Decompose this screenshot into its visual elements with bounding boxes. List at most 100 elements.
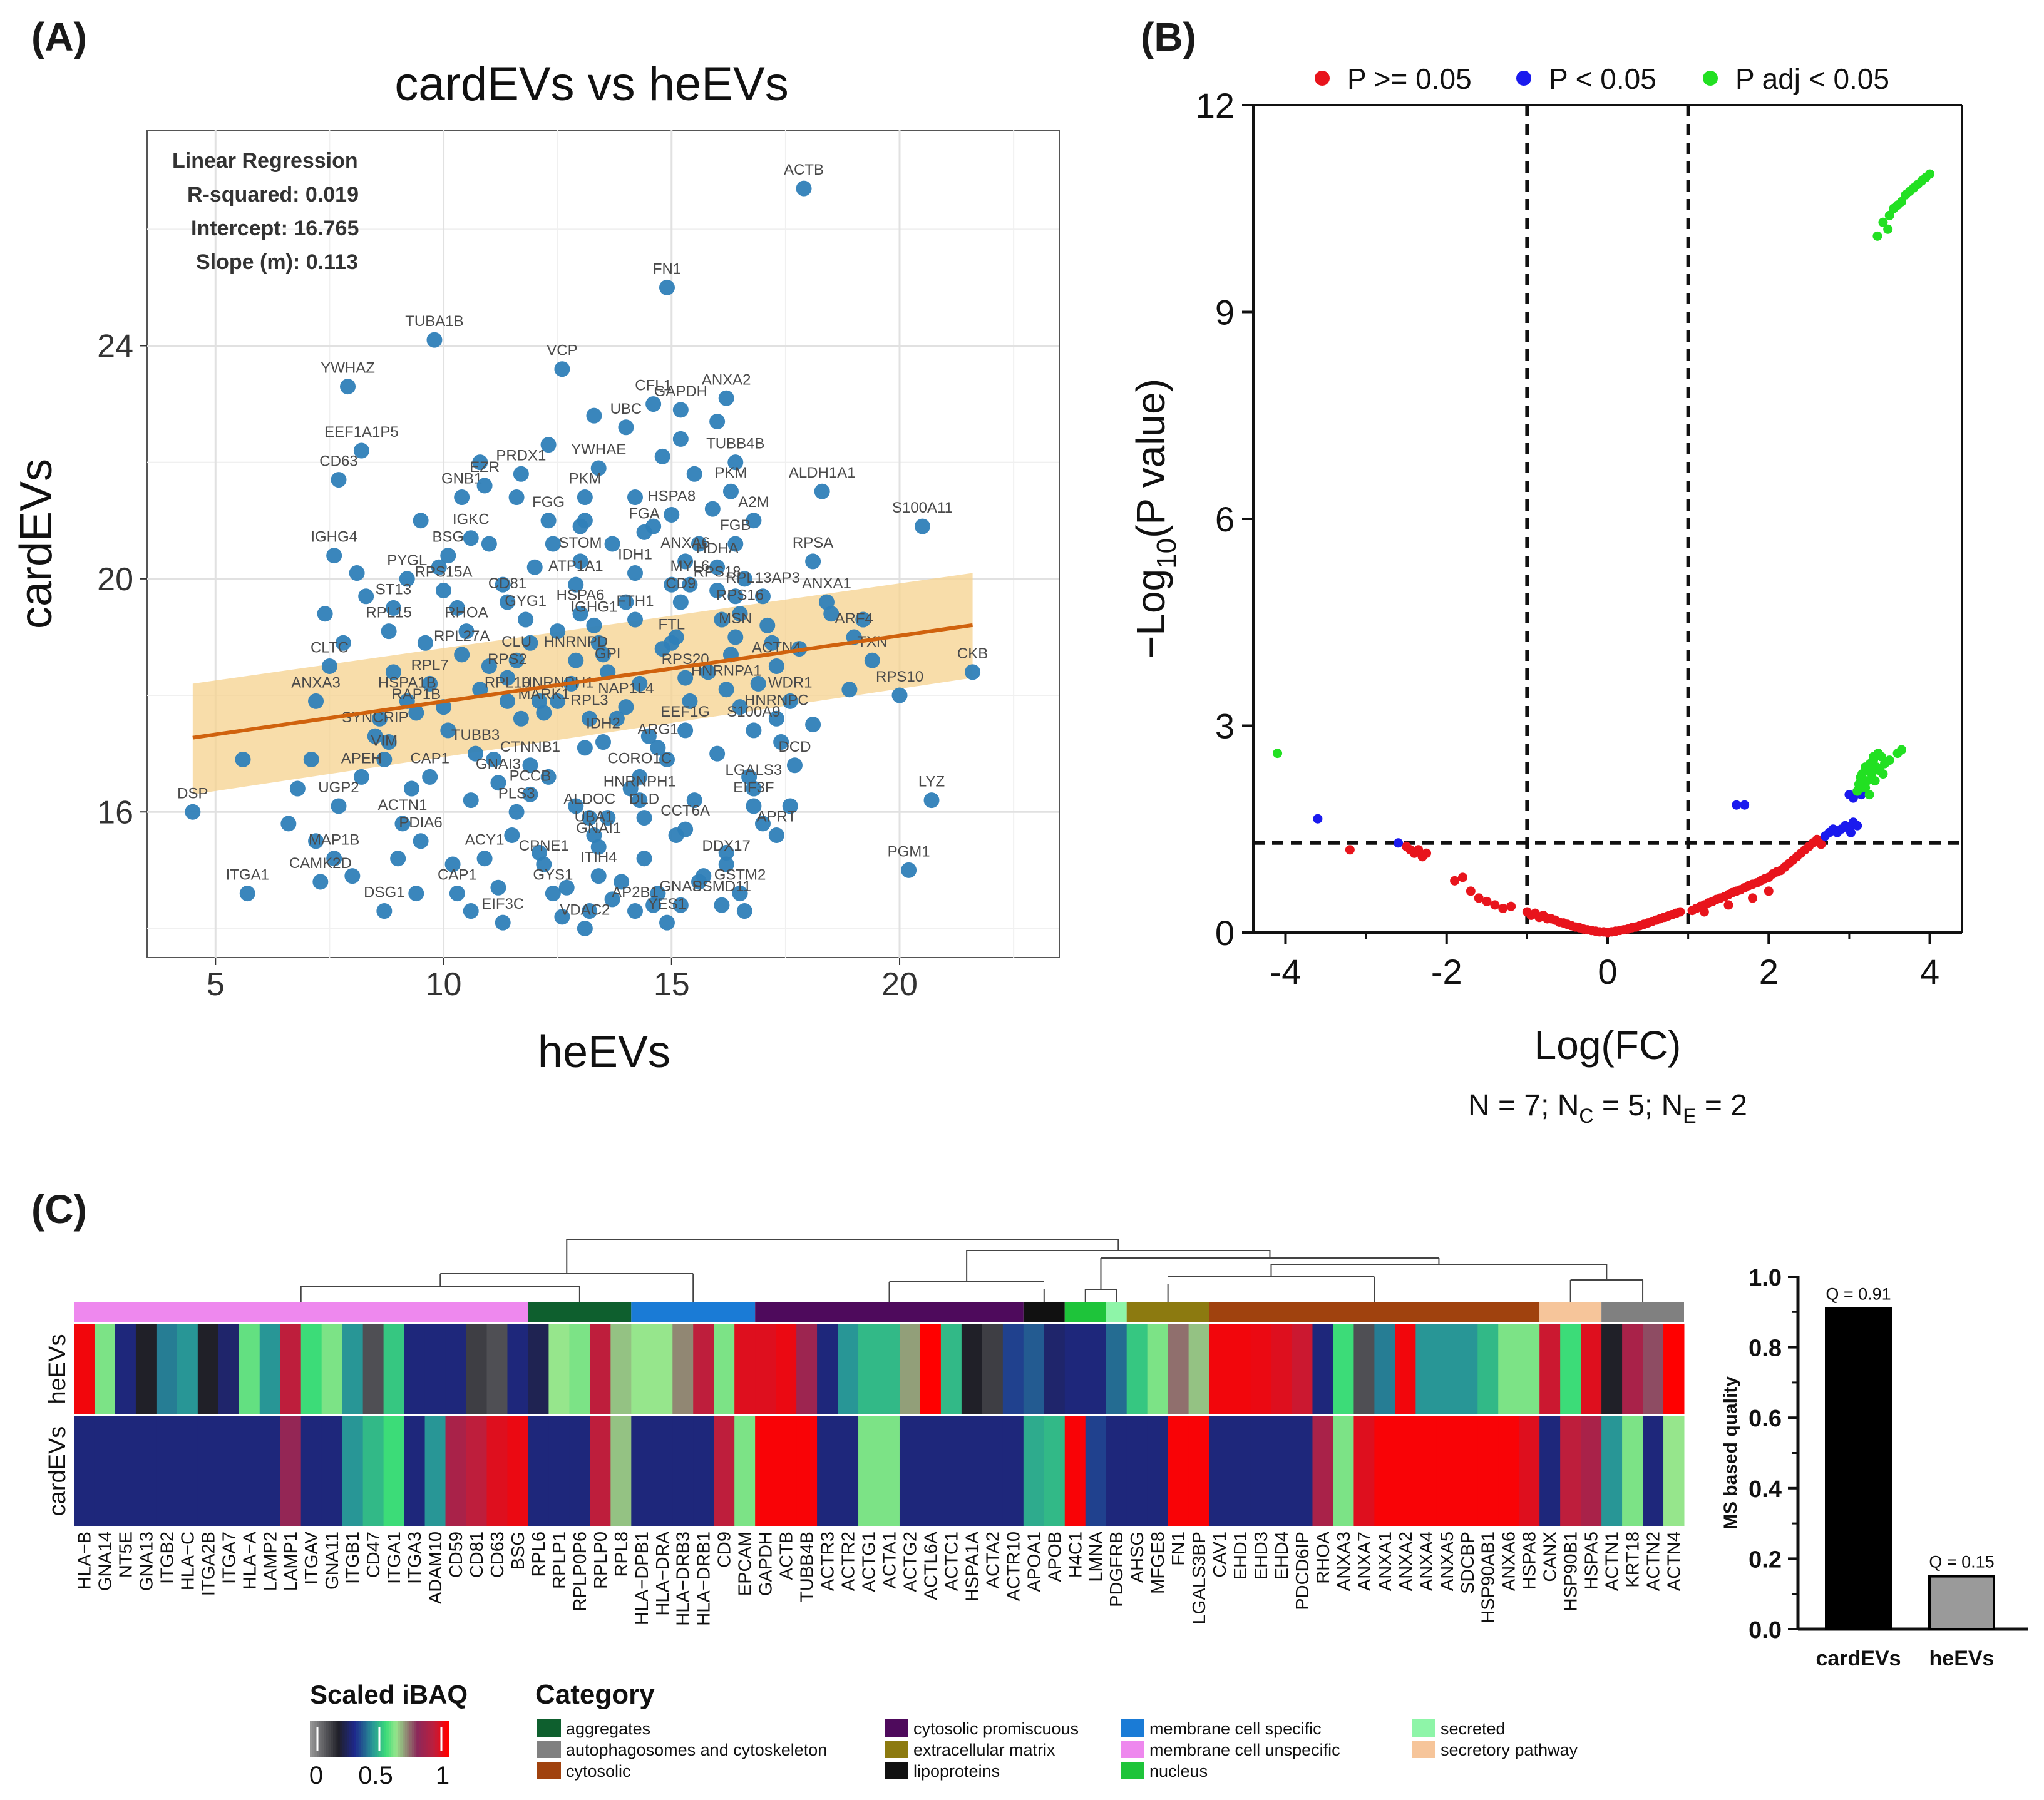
- point-nonsignificant: [1506, 901, 1516, 911]
- point-label: ANXA6: [660, 534, 710, 551]
- data-point: [358, 588, 374, 605]
- data-point: [326, 851, 342, 867]
- point-adjusted-significant: [1861, 783, 1871, 793]
- data-point: [672, 594, 689, 610]
- point-label: S100A9: [727, 703, 780, 720]
- quality-bar-chart: 0.0 0.2 0.4 0.6 0.8 1.0 MS based quality Q = 0.…: [1720, 1265, 2028, 1670]
- heatmap-cell-heEVs: [1477, 1324, 1499, 1414]
- data-point: [326, 548, 342, 564]
- bar-data-label: Q = 0.15: [1929, 1553, 1994, 1572]
- data-point: [782, 798, 798, 814]
- data-point: [376, 751, 393, 767]
- data-point: [864, 652, 880, 668]
- data-point: [645, 897, 662, 913]
- heatmap-cell-heEVs: [879, 1324, 900, 1414]
- heatmap-cell-cardEVs: [259, 1416, 281, 1526]
- data-point: [577, 489, 593, 506]
- heatmap-cell-heEVs: [135, 1324, 157, 1414]
- gene-label: RPLP1: [550, 1532, 570, 1589]
- x-category-label: cardEVs: [1815, 1647, 1901, 1670]
- point-label: ATP1A1: [548, 558, 603, 575]
- gene-label: PDGFRB: [1107, 1532, 1127, 1607]
- point-label: GPI: [595, 645, 620, 662]
- scale-gradient-step: [321, 1721, 324, 1757]
- data-point: [417, 635, 433, 651]
- data-point: [682, 576, 698, 593]
- heatmap-cell-cardEVs: [1147, 1416, 1169, 1526]
- scale-gradient-step: [388, 1721, 392, 1757]
- scale-gradient-step: [437, 1721, 440, 1757]
- point-label: CD81: [488, 575, 526, 592]
- heatmap-cell-cardEVs: [1188, 1416, 1210, 1526]
- data-point: [550, 623, 566, 640]
- category-legend-swatch: [885, 1719, 908, 1737]
- point-label: TUBB3: [451, 727, 500, 744]
- data-point: [550, 693, 566, 709]
- y-tick-label: 6: [1215, 499, 1235, 539]
- data-point: [727, 629, 744, 645]
- heatmap-cell-cardEVs: [239, 1416, 260, 1526]
- gene-label: LAMP2: [260, 1532, 280, 1591]
- heatmap-cell-cardEVs: [1581, 1416, 1602, 1526]
- scale-gradient-step: [391, 1721, 394, 1757]
- point-label: BSG: [432, 529, 464, 546]
- data-point: [522, 757, 538, 774]
- data-point: [718, 844, 734, 861]
- heatmap-cell-heEVs: [858, 1324, 880, 1414]
- point-label: GYS1: [533, 867, 573, 884]
- gene-label: HLA−B: [74, 1532, 95, 1590]
- gene-label: HSPA1A: [962, 1531, 982, 1602]
- data-point: [444, 856, 461, 872]
- data-point: [481, 658, 497, 675]
- heatmap-cell-cardEVs: [776, 1416, 797, 1526]
- heatmap-cell-cardEVs: [734, 1416, 756, 1526]
- data-point: [440, 548, 456, 564]
- row-label: heEVs: [44, 1334, 71, 1404]
- scale-gradient-step: [386, 1721, 389, 1757]
- gene-label: AHSG: [1127, 1532, 1148, 1583]
- x-axis-label: Log(FC): [1534, 1023, 1682, 1068]
- data-point: [458, 623, 475, 640]
- scale-gradient-step: [344, 1721, 347, 1757]
- data-point: [768, 827, 784, 843]
- heatmap-cell-cardEVs: [693, 1416, 714, 1526]
- data-point: [422, 769, 438, 785]
- heatmap-cell-heEVs: [1312, 1324, 1333, 1414]
- x-tick-label: 2: [1759, 952, 1779, 991]
- gene-label: HSP90B1: [1561, 1532, 1581, 1611]
- heatmap-cell-cardEVs: [156, 1416, 178, 1526]
- point-label: ACY1: [465, 832, 505, 849]
- data-point: [522, 635, 538, 651]
- data-point: [773, 734, 789, 750]
- data-point: [463, 530, 479, 546]
- point-label: YWHAZ: [321, 360, 375, 377]
- point-nonsignificant: [1748, 893, 1758, 903]
- gene-label: HLA−DPB1: [632, 1532, 652, 1625]
- scale-gradient-step: [428, 1721, 431, 1757]
- data-point: [736, 903, 752, 919]
- scale-tick-label: 0.5: [358, 1762, 393, 1789]
- category-legend-label: secreted: [1441, 1719, 1506, 1738]
- data-point: [431, 559, 447, 575]
- data-point: [568, 652, 584, 668]
- data-point: [536, 705, 552, 721]
- scale-tick-label: 1: [436, 1762, 449, 1789]
- point-label: ALDOC: [563, 791, 615, 808]
- scale-gradient-step: [398, 1721, 401, 1757]
- point-label: CORO1C: [607, 750, 672, 767]
- data-point: [568, 798, 584, 814]
- gene-label: EHD4: [1272, 1532, 1292, 1580]
- data-point: [722, 483, 739, 499]
- point-label: YWHAE: [571, 441, 626, 458]
- x-axis-label: heEVs: [538, 1027, 670, 1077]
- heatmap-cell-heEVs: [486, 1324, 508, 1414]
- data-point: [727, 588, 744, 605]
- data-point: [372, 710, 388, 727]
- point-label: GNAI3: [476, 756, 521, 773]
- data-point: [558, 879, 575, 896]
- heatmap-cell-heEVs: [1188, 1324, 1210, 1414]
- data-point: [604, 891, 620, 908]
- gene-label: ANXA1: [1375, 1532, 1395, 1591]
- point-adjusted-significant: [1872, 231, 1882, 241]
